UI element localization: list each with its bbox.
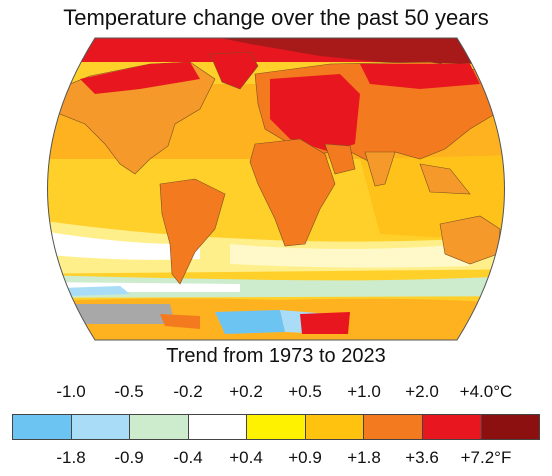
- antarctica-cold: [215, 310, 285, 334]
- legend-celsius-labels: -1.0 -0.5 -0.2 +0.2 +0.5 +1.0 +2.0 +4.0°…: [0, 382, 552, 406]
- siberia-hot-area: [360, 64, 480, 89]
- scale-swatch: [364, 415, 423, 439]
- fahrenheit-tick: -0.9: [114, 448, 144, 467]
- celsius-tick: -1.0: [56, 382, 86, 401]
- celsius-tick: -0.5: [114, 382, 144, 401]
- fahrenheit-tick: +3.6: [405, 448, 439, 467]
- scale-swatch: [13, 415, 72, 439]
- north-america: [47, 61, 216, 175]
- southern-ocean-cold: [60, 286, 130, 296]
- legend-subtitle: Trend from 1973 to 2023: [166, 345, 386, 367]
- fahrenheit-tick: -0.4: [173, 448, 203, 467]
- celsius-tick: -0.2: [173, 382, 203, 401]
- fahrenheit-tick: +0.9: [288, 448, 322, 467]
- india: [364, 151, 396, 187]
- eurasia-hot-area: [270, 74, 360, 152]
- scale-swatch: [247, 415, 306, 439]
- southeast-asia: [419, 163, 471, 195]
- scale-swatch: [422, 415, 482, 439]
- fahrenheit-tick: +0.4: [229, 448, 263, 467]
- antarctica-no-data: [60, 304, 175, 324]
- south-america: [159, 178, 226, 285]
- celsius-tick: +4.0°C: [459, 382, 513, 401]
- scale-swatch: [188, 415, 248, 439]
- globe-outline: [47, 37, 505, 341]
- arabian-peninsula: [324, 143, 356, 175]
- southern-ocean-white: [47, 229, 200, 260]
- celsius-tick: +0.2: [229, 382, 263, 401]
- celsius-tick: +2.0: [405, 382, 439, 401]
- map-title: Temperature change over the past 50 year…: [63, 5, 489, 30]
- north-america-hot-area: [80, 62, 200, 94]
- color-scale-bar: [12, 414, 540, 440]
- world-temperature-map: [47, 37, 520, 341]
- antarctica-hot: [300, 312, 350, 334]
- scale-swatch: [481, 415, 540, 439]
- fahrenheit-tick: +7.2°F: [460, 448, 512, 467]
- celsius-tick: +0.5: [288, 382, 322, 401]
- fahrenheit-tick: -1.8: [56, 448, 86, 467]
- celsius-tick: +1.0: [347, 382, 381, 401]
- southern-ocean-white-2: [230, 244, 470, 268]
- greenland: [209, 51, 259, 90]
- legend-fahrenheit-labels: -1.8 -0.9 -0.4 +0.4 +0.9 +1.8 +3.6 +7.2°…: [0, 448, 552, 472]
- scale-swatch: [71, 415, 131, 439]
- new-zealand: [510, 260, 520, 278]
- scale-swatch: [130, 415, 189, 439]
- scale-swatch: [305, 415, 365, 439]
- fahrenheit-tick: +1.8: [347, 448, 381, 467]
- antarctica-hot-2: [160, 314, 200, 329]
- africa: [249, 138, 336, 247]
